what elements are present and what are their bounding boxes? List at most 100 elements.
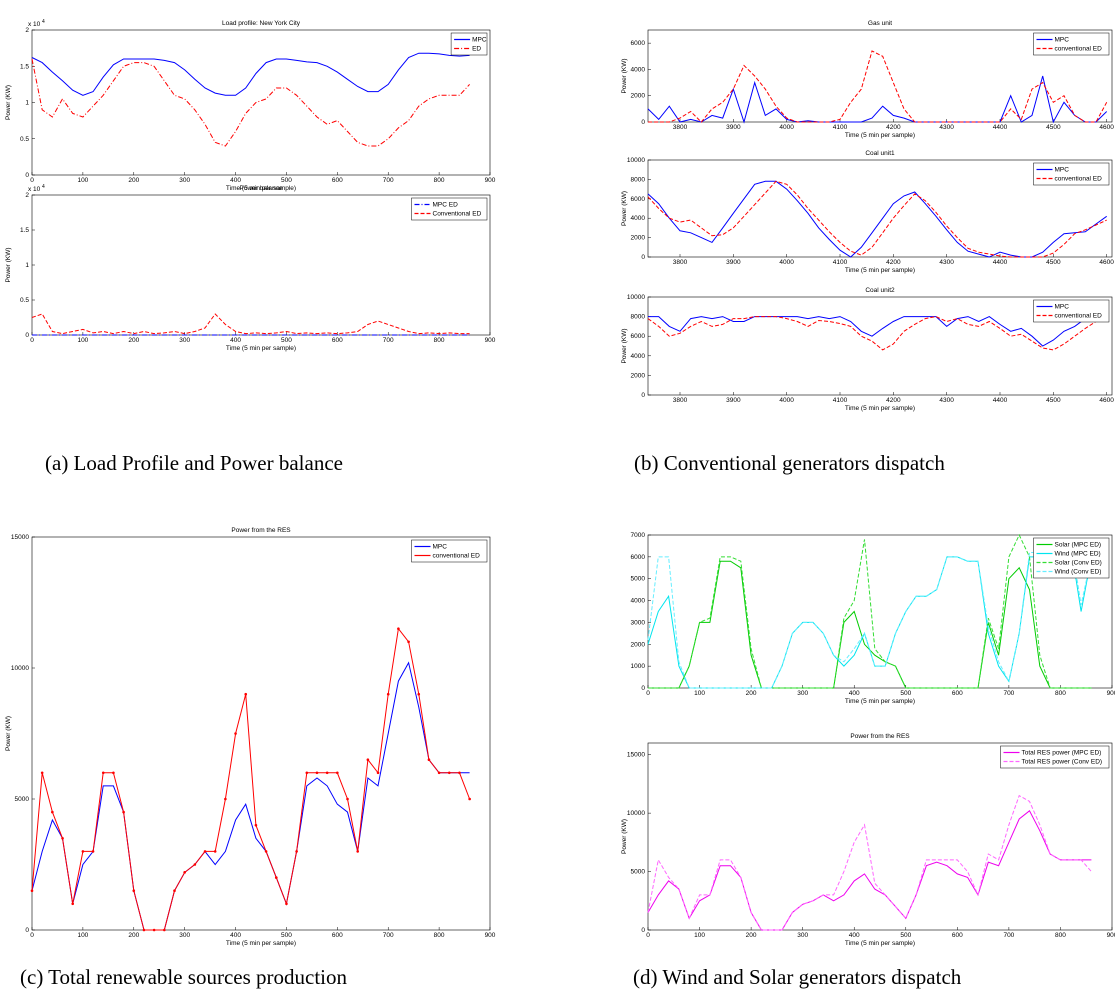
y-tick-label: 6000 — [631, 333, 646, 340]
y-tick-label: 0 — [641, 119, 645, 126]
series-marker — [336, 771, 339, 775]
series-line — [647, 810, 1092, 931]
legend-label: MPC — [472, 37, 487, 44]
x-tick-label: 3900 — [726, 124, 741, 131]
x-tick-label: 4000 — [779, 124, 794, 131]
legend-label: conventional ED — [1055, 46, 1103, 53]
x-tick-label: 900 — [485, 337, 496, 344]
x-tick-label: 4400 — [993, 259, 1008, 266]
series-group — [647, 794, 1092, 931]
x-axis-label: Time (5 min per sample) — [845, 405, 915, 412]
y-tick-label: 15000 — [11, 534, 29, 541]
x-tick-label: 3900 — [726, 259, 741, 266]
legend-label: ED — [472, 46, 481, 53]
x-tick-label: 600 — [332, 177, 343, 184]
series-marker — [244, 692, 248, 696]
series-marker — [61, 837, 64, 840]
y-tick-label: 15000 — [627, 752, 645, 759]
x-tick-label: 300 — [797, 932, 808, 939]
series-marker — [264, 850, 268, 853]
series-marker — [234, 732, 237, 735]
chart-title: Coal unit2 — [865, 287, 895, 294]
x-tick-label: 100 — [694, 690, 705, 697]
legend-box — [1033, 299, 1110, 323]
x-tick-label: 900 — [485, 932, 496, 939]
series-line — [31, 52, 470, 96]
y-tick-label: 0 — [25, 927, 29, 934]
y-tick-label: 0 — [641, 927, 645, 934]
series-marker — [71, 902, 75, 906]
y-tick-label: 2000 — [631, 93, 646, 100]
y-tick-label: 0.5 — [20, 297, 29, 304]
legend-label: MPC ED — [433, 202, 459, 209]
y-tick-label: 0 — [641, 685, 645, 692]
legend-box — [1033, 32, 1110, 56]
x-tick-label: 900 — [485, 177, 496, 184]
x-tick-label: 3800 — [673, 259, 688, 266]
series-marker — [132, 889, 136, 892]
series-marker — [213, 850, 217, 853]
series-line — [31, 661, 470, 931]
caption: (c) Total renewable sources production — [20, 965, 348, 989]
x-tick-label: 4400 — [993, 124, 1008, 131]
x-tick-label: 300 — [179, 337, 190, 344]
y-tick-label: 10000 — [627, 810, 645, 817]
y-tick-label: 1 — [25, 262, 29, 269]
series-group — [647, 316, 1107, 351]
x-tick-label: 4000 — [779, 397, 794, 404]
series-group — [31, 52, 470, 147]
x-tick-label: 900 — [1107, 690, 1115, 697]
series-marker — [183, 871, 186, 874]
series-marker — [325, 771, 329, 775]
x-tick-label: 0 — [30, 337, 34, 344]
x-tick-label: 4200 — [886, 124, 901, 131]
x-tick-label: 500 — [900, 690, 911, 697]
x-tick-label: 0 — [646, 690, 650, 697]
y-tick-label: 0 — [641, 392, 645, 399]
series-marker — [142, 928, 146, 932]
series-marker — [91, 850, 95, 853]
legend-label: Solar (MPC ED) — [1055, 542, 1102, 549]
x-axis-label: Time (5 min per sample) — [226, 940, 296, 947]
y-tick-label: 10000 — [627, 294, 645, 301]
series-line — [31, 627, 471, 931]
y-tick-label: 5000 — [15, 796, 30, 803]
series-marker — [122, 810, 125, 814]
x-tick-label: 300 — [179, 932, 190, 939]
x-tick-label: 4600 — [1099, 124, 1114, 131]
chart-title: Load profile: New York City — [222, 20, 301, 27]
series-marker — [376, 771, 380, 775]
y-tick-label: 4000 — [631, 215, 646, 222]
y-tick-label: 2000 — [631, 235, 646, 242]
x-tick-label: 200 — [128, 177, 139, 184]
series-marker — [274, 876, 278, 879]
series-marker — [152, 928, 156, 932]
series-line — [648, 50, 1108, 123]
y-axis-label: Power (KW) — [621, 191, 628, 226]
y-tick-label: 1000 — [631, 663, 646, 670]
series-marker — [427, 758, 431, 761]
y-tick-label: 2 — [25, 27, 29, 34]
y-axis-label: Power (KW) — [5, 716, 12, 751]
x-tick-label: 700 — [383, 177, 394, 184]
series-line — [647, 180, 1107, 258]
y-axis-label: Power (KW) — [621, 58, 628, 93]
legend-box — [1000, 745, 1110, 769]
legend-label: MPC — [433, 544, 448, 551]
series-marker — [203, 850, 207, 853]
x-tick-label: 4500 — [1046, 124, 1061, 131]
y-tick-label: 8000 — [631, 314, 646, 321]
y-tick-label: 6000 — [631, 196, 646, 203]
x-tick-label: 600 — [952, 932, 963, 939]
series-marker — [81, 850, 85, 853]
series-marker — [305, 771, 309, 775]
y-tick-label: 6000 — [631, 40, 646, 47]
x-tick-label: 700 — [383, 337, 394, 344]
x-tick-label: 700 — [1003, 932, 1014, 939]
x-tick-label: 4100 — [833, 124, 848, 131]
series-marker — [285, 902, 288, 906]
series-marker — [386, 692, 390, 696]
chart-title: Power from the RES — [850, 733, 910, 740]
plot-frame — [31, 29, 491, 176]
x-tick-label: 800 — [1055, 690, 1066, 697]
